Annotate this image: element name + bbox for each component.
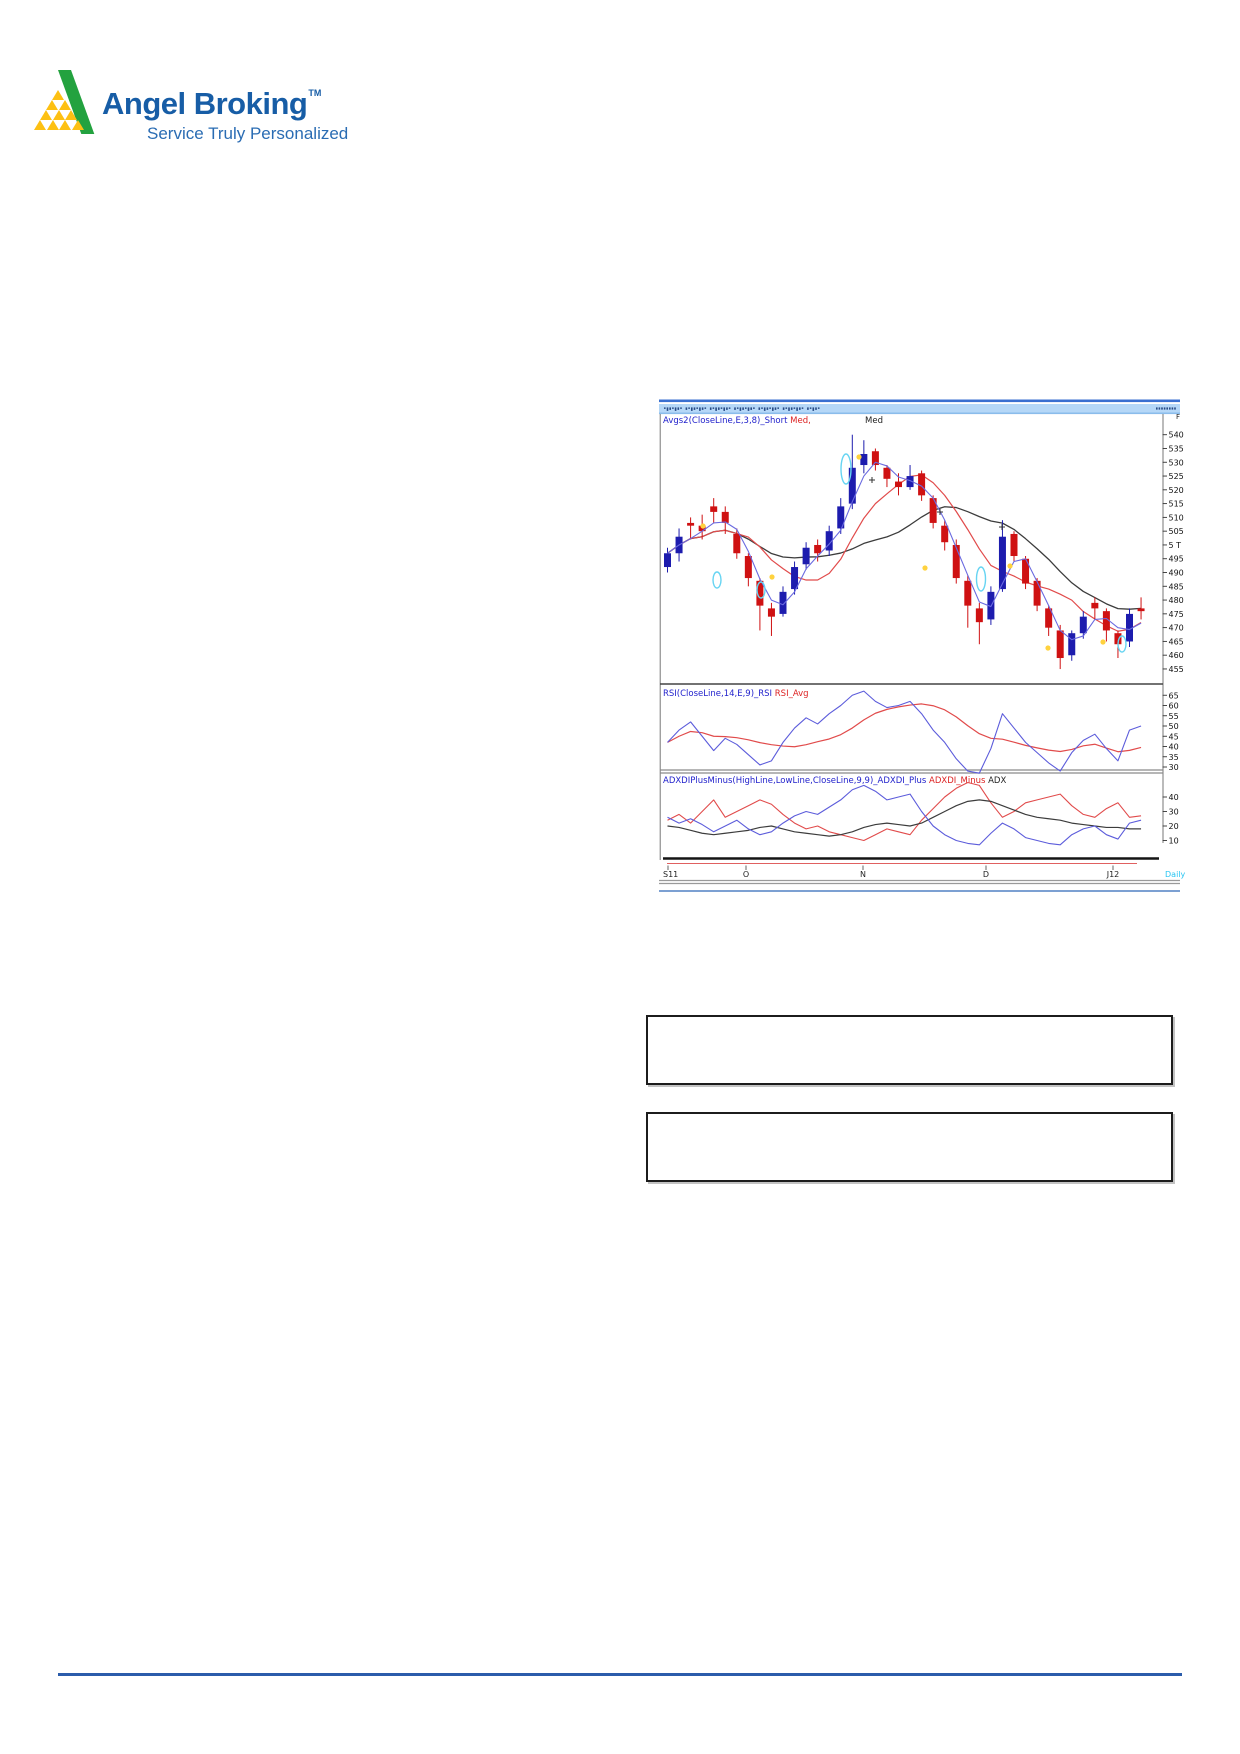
svg-text:40: 40: [1169, 743, 1179, 752]
svg-text:F: F: [1176, 413, 1180, 421]
technical-chart-image: Avgs2(CloseLine,E,3,8)_Short Med, Med F RSI…: [659, 399, 1186, 895]
candle: [1114, 633, 1122, 645]
svg-text:65: 65: [1169, 691, 1179, 700]
svg-text:10: 10: [1169, 837, 1179, 846]
candle: [929, 498, 937, 523]
candle: [895, 481, 902, 488]
svg-text:490: 490: [1169, 569, 1184, 578]
candle: [721, 511, 729, 523]
candle: [1137, 608, 1145, 612]
candle: [744, 556, 752, 579]
svg-text:495: 495: [1169, 555, 1184, 564]
brand-tagline: Service Truly Personalized: [147, 124, 349, 143]
svg-text:D: D: [983, 870, 989, 879]
svg-text:510: 510: [1169, 513, 1184, 522]
svg-text:530: 530: [1169, 458, 1184, 467]
candle: [998, 536, 1006, 590]
trademark-symbol: TM: [308, 88, 322, 98]
candle: [733, 533, 741, 554]
candles: [664, 434, 1145, 670]
candle: [883, 467, 891, 479]
svg-text:475: 475: [1169, 610, 1184, 619]
angel-broking-logo: Angel BrokingTM Service Truly Personaliz…: [30, 60, 430, 155]
svg-text:O: O: [743, 870, 749, 879]
svg-text:535: 535: [1169, 444, 1184, 453]
candle: [1126, 613, 1133, 642]
svg-text:465: 465: [1169, 637, 1184, 646]
svg-text:525: 525: [1169, 472, 1184, 481]
candle: [1102, 611, 1110, 631]
candle: [1056, 630, 1064, 659]
candle: [710, 506, 718, 512]
svg-text:Avgs2(CloseLine,E,3,8)_Short M: Avgs2(CloseLine,E,3,8)_Short Med,: [663, 416, 811, 426]
candle: [975, 608, 983, 623]
candle: [837, 506, 845, 529]
svg-text:40: 40: [1169, 793, 1179, 802]
svg-text:520: 520: [1169, 486, 1184, 495]
svg-text:480: 480: [1169, 596, 1184, 605]
candle: [814, 544, 822, 554]
candle: [1022, 558, 1030, 584]
svg-text:N: N: [860, 870, 866, 879]
svg-text:30: 30: [1169, 763, 1179, 772]
adx-axis: 40 30 20 10: [1162, 793, 1179, 846]
candle: [687, 522, 695, 526]
titlebar-clipped-text: [664, 407, 1176, 411]
svg-text:RSI(CloseLine,14,E,9)_RSI RSI_: RSI(CloseLine,14,E,9)_RSI RSI_Avg: [663, 689, 809, 699]
svg-text:60: 60: [1169, 702, 1179, 711]
candle: [802, 547, 810, 565]
candle: [1068, 633, 1076, 656]
callout-box-2: [646, 1112, 1173, 1182]
callout-box-1: [646, 1015, 1173, 1085]
svg-text:Med: Med: [865, 416, 883, 426]
candle: [1033, 580, 1041, 606]
logo-pyramid-icon: [32, 64, 98, 134]
svg-text:540: 540: [1169, 431, 1184, 440]
candle: [767, 608, 775, 617]
candle: [941, 525, 949, 543]
candle: [906, 476, 914, 488]
svg-text:S11: S11: [663, 870, 678, 879]
candle: [860, 453, 868, 466]
candle: [1091, 602, 1099, 609]
svg-text:ADXDIPlusMinus(HighLine,LowLin: ADXDIPlusMinus(HighLine,LowLine,CloseLin…: [663, 776, 1006, 786]
candle: [848, 467, 856, 504]
footer-divider-rule: [58, 1673, 1182, 1676]
svg-text:20: 20: [1169, 822, 1179, 831]
candle: [871, 451, 879, 466]
svg-text:515: 515: [1169, 500, 1184, 509]
candle: [756, 580, 764, 606]
candle: [791, 567, 799, 590]
candle: [1079, 616, 1087, 634]
svg-text:45: 45: [1169, 732, 1179, 741]
svg-text:505: 505: [1169, 527, 1184, 536]
candle: [964, 580, 972, 606]
brand-name: Angel Broking: [102, 86, 308, 121]
svg-text:5 T: 5 T: [1169, 541, 1182, 550]
svg-text:485: 485: [1169, 582, 1184, 591]
candle: [918, 473, 926, 496]
svg-text:35: 35: [1169, 753, 1179, 762]
svg-text:30: 30: [1169, 808, 1179, 817]
chart-annotations: [700, 453, 1127, 653]
chart-svg: Avgs2(CloseLine,E,3,8)_Short Med, Med F RSI…: [659, 399, 1186, 892]
svg-text:460: 460: [1169, 651, 1184, 660]
month-axis: S11 O N D J12 Daily: [663, 865, 1186, 879]
svg-text:J12: J12: [1106, 870, 1120, 879]
svg-text:50: 50: [1169, 722, 1179, 731]
svg-text:470: 470: [1169, 624, 1184, 633]
candle: [952, 544, 960, 579]
svg-text:455: 455: [1169, 665, 1184, 674]
candle: [1045, 608, 1053, 628]
candle: [825, 531, 833, 551]
candle: [779, 591, 787, 614]
candle: [664, 553, 671, 568]
svg-text:Daily: Daily: [1165, 870, 1186, 879]
svg-text:55: 55: [1169, 712, 1179, 721]
price-axis: 540 535 530 525 520 515 510 505 5 T 495 490 485 480 4…: [1162, 431, 1184, 674]
candle: [1010, 533, 1018, 557]
